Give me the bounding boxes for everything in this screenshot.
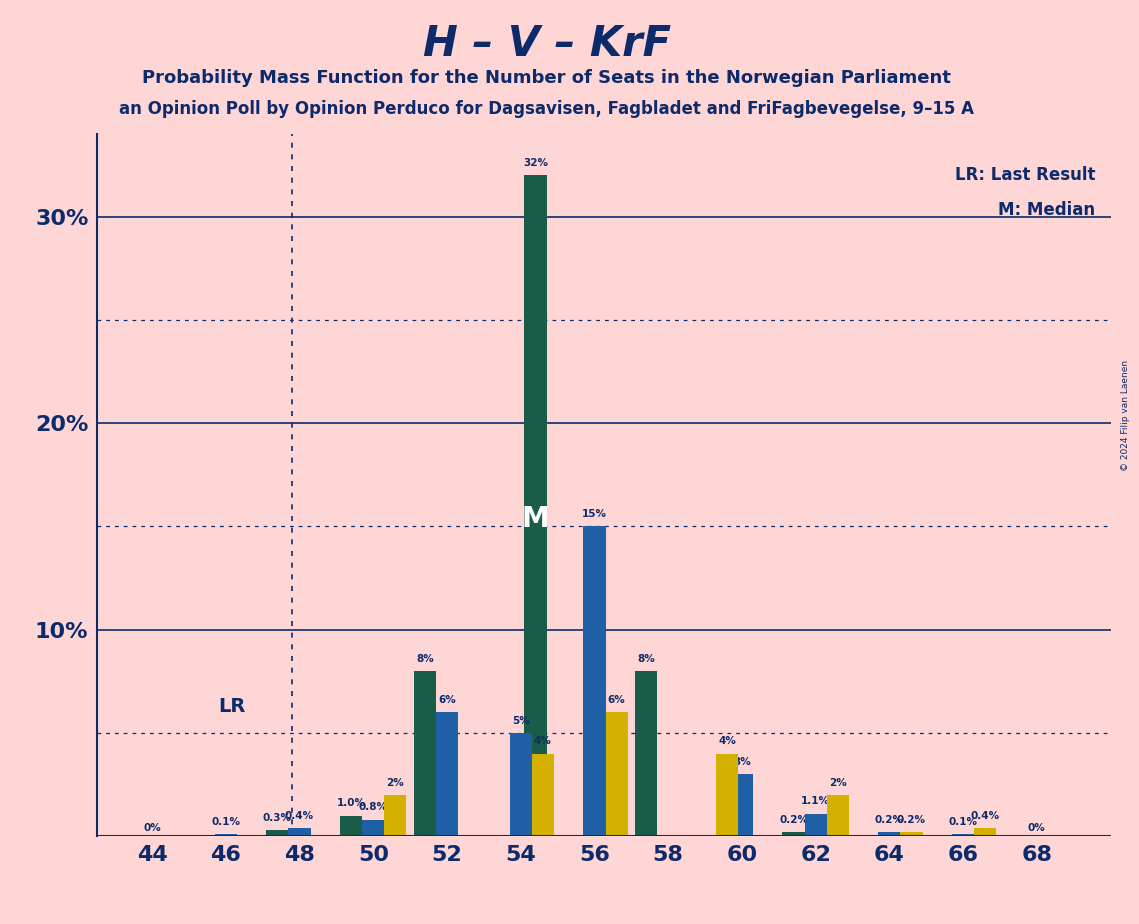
Bar — [974, 828, 997, 836]
Bar — [952, 834, 974, 836]
Text: 0%: 0% — [1027, 822, 1046, 833]
Bar — [436, 712, 458, 836]
Bar — [384, 795, 407, 836]
Text: LR: LR — [219, 698, 246, 716]
Bar — [267, 830, 288, 836]
Bar — [804, 813, 827, 836]
Bar — [901, 833, 923, 836]
Bar — [532, 754, 554, 836]
Text: M: Median: M: Median — [998, 201, 1096, 219]
Text: 4%: 4% — [534, 736, 551, 747]
Bar — [878, 833, 901, 836]
Text: 8%: 8% — [416, 654, 434, 663]
Bar — [606, 712, 628, 836]
Text: 0.2%: 0.2% — [898, 815, 926, 825]
Bar — [413, 671, 436, 836]
Text: 0%: 0% — [144, 822, 161, 833]
Bar — [731, 774, 753, 836]
Text: 2%: 2% — [386, 778, 404, 787]
Text: H – V – KrF: H – V – KrF — [423, 23, 671, 65]
Text: 1.0%: 1.0% — [337, 798, 366, 808]
Text: 32%: 32% — [523, 158, 548, 168]
Text: 15%: 15% — [582, 509, 607, 519]
Text: LR: Last Result: LR: Last Result — [954, 165, 1096, 184]
Bar — [215, 834, 237, 836]
Bar — [636, 671, 657, 836]
Text: © 2024 Filip van Laenen: © 2024 Filip van Laenen — [1121, 360, 1130, 471]
Bar — [716, 754, 738, 836]
Bar — [509, 733, 532, 836]
Text: 0.2%: 0.2% — [779, 815, 808, 825]
Bar — [827, 795, 849, 836]
Text: 0.3%: 0.3% — [263, 813, 292, 822]
Text: 5%: 5% — [511, 716, 530, 725]
Bar — [524, 176, 547, 836]
Bar — [341, 816, 362, 836]
Text: 0.8%: 0.8% — [359, 802, 387, 812]
Text: 0.1%: 0.1% — [212, 817, 240, 827]
Text: 0.1%: 0.1% — [949, 817, 977, 827]
Text: 6%: 6% — [439, 695, 456, 705]
Bar — [362, 820, 384, 836]
Text: 1.1%: 1.1% — [801, 796, 830, 807]
Text: M: M — [522, 505, 549, 533]
Text: 3%: 3% — [734, 757, 751, 767]
Bar — [288, 828, 311, 836]
Text: 0.2%: 0.2% — [875, 815, 904, 825]
Text: 6%: 6% — [608, 695, 625, 705]
Text: 8%: 8% — [637, 654, 655, 663]
Text: 0.4%: 0.4% — [285, 810, 314, 821]
Bar — [583, 527, 606, 836]
Text: 0.4%: 0.4% — [970, 810, 1000, 821]
Text: 4%: 4% — [719, 736, 736, 747]
Bar — [782, 833, 804, 836]
Text: Probability Mass Function for the Number of Seats in the Norwegian Parliament: Probability Mass Function for the Number… — [142, 69, 951, 87]
Text: 2%: 2% — [829, 778, 846, 787]
Text: an Opinion Poll by Opinion Perduco for Dagsavisen, Fagbladet and FriFagbevegelse: an Opinion Poll by Opinion Perduco for D… — [120, 100, 974, 117]
